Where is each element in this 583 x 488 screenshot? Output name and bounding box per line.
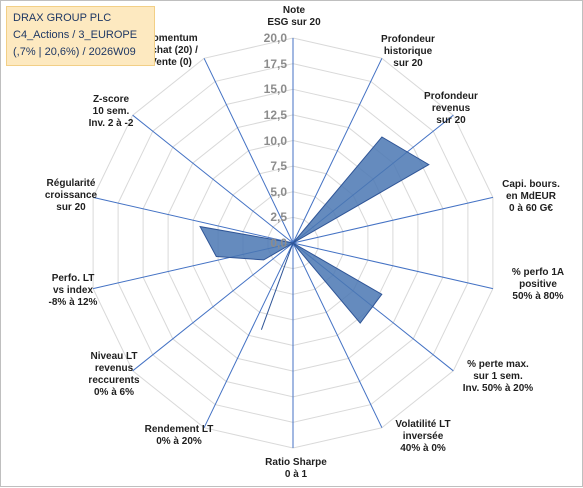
category-path: C4_Actions / 3_EUROPE bbox=[13, 29, 138, 41]
axis-label-line: Rendement LT bbox=[144, 424, 214, 435]
axis-label-line: % perte max. bbox=[467, 359, 529, 370]
tick-label: 10,0 bbox=[263, 133, 287, 148]
axis-label-line: Perfo. LT bbox=[51, 273, 95, 284]
axis-label-line: 0% à 6% bbox=[93, 387, 135, 398]
axis-label-line: inversée bbox=[402, 431, 444, 442]
axis-label-line: 0 à 60 G€ bbox=[509, 203, 553, 214]
axis-label-line: Régularité bbox=[46, 178, 96, 189]
axis-label-line: historique bbox=[383, 46, 433, 57]
tick-label: 12,5 bbox=[263, 107, 287, 122]
axis-label-line: Ratio Sharpe bbox=[265, 457, 327, 468]
axis-label: Capi. bours. en MdEUR 0 à 60 G€ bbox=[466, 179, 583, 215]
axis-label: % perte max. sur 1 sem. Inv. 50% à 20% bbox=[433, 359, 563, 395]
axis-label-line: Volatilité LT bbox=[395, 419, 451, 430]
axis-label: Note ESG sur 20 bbox=[229, 5, 359, 29]
axis-label-line: Note bbox=[282, 5, 306, 16]
axis-label: Rendement LT 0% à 20% bbox=[114, 424, 244, 448]
axis-label: Profondeur historique sur 20 bbox=[343, 34, 473, 70]
axis-label-line: croissance bbox=[44, 190, 98, 201]
axis-label-line: 0% à 20% bbox=[156, 436, 202, 447]
axis-label-line: Inv. 50% à 20% bbox=[462, 383, 534, 394]
axis-spoke bbox=[92, 196, 294, 244]
axis-label: Régularité croissance sur 20 bbox=[6, 178, 136, 214]
axis-label-line: ESG sur 20 bbox=[267, 17, 321, 28]
axis-label-line: Achat (20) / bbox=[144, 45, 198, 56]
axis-label-line: Inv. 2 à -2 bbox=[88, 118, 134, 129]
tick-label: 17,5 bbox=[263, 56, 287, 71]
axis-label-line: en MdEUR bbox=[506, 191, 556, 202]
axis-label: Niveau LT revenus reccurents 0% à 6% bbox=[49, 351, 179, 399]
axis-spoke bbox=[132, 242, 294, 372]
axis-label-line: reccurents bbox=[88, 375, 140, 386]
chart-header-box: DRAX GROUP PLC C4_Actions / 3_EUROPE (,7… bbox=[6, 6, 155, 66]
axis-label-line: Profondeur bbox=[381, 34, 435, 45]
axis-label: Perfo. LT vs index -8% à 12% bbox=[8, 273, 138, 309]
axis-spoke bbox=[203, 58, 294, 244]
axis-label: Volatilité LT inversée 40% à 0% bbox=[358, 419, 488, 455]
tick-label: 5,0 bbox=[270, 184, 287, 199]
axis-label: % perfo 1A positive 50% à 80% bbox=[473, 267, 583, 303]
axis-label-line: 0 à 1 bbox=[284, 469, 308, 480]
axis-label-line: Profondeur bbox=[424, 91, 478, 102]
axis-label-line: sur 1 sem. bbox=[473, 371, 523, 382]
tick-label: 2,5 bbox=[270, 210, 287, 225]
axis-label-line: sur 20 bbox=[436, 115, 466, 126]
tick-label: 7,5 bbox=[270, 159, 287, 174]
axis-label: Ratio Sharpe 0 à 1 bbox=[231, 457, 361, 481]
axis-label: Momentum Achat (20) / Vente (0) bbox=[106, 33, 236, 69]
axis-spoke bbox=[292, 242, 494, 290]
company-name: DRAX GROUP PLC bbox=[13, 12, 112, 24]
axis-label-line: Z-score bbox=[92, 94, 130, 105]
axis-spoke bbox=[203, 242, 294, 428]
axis-label-line: 40% à 0% bbox=[400, 443, 446, 454]
axis-label-line: revenus bbox=[431, 103, 471, 114]
axis-label-line: sur 20 bbox=[56, 202, 86, 213]
axis-label: Z-score 10 sem. Inv. 2 à -2 bbox=[46, 94, 176, 130]
axis-label-line: Capi. bours. bbox=[502, 179, 560, 190]
axis-label-line: sur 20 bbox=[393, 58, 423, 69]
axis-label-line: Vente (0) bbox=[150, 57, 192, 68]
axis-spoke bbox=[292, 58, 383, 244]
tick-label: 0,0 bbox=[270, 236, 287, 250]
axis-spoke bbox=[132, 114, 294, 244]
tick-label: 20,0 bbox=[263, 31, 287, 45]
axis-label-line: positive bbox=[519, 279, 557, 290]
period-summary: (,7% | 20,6%) / 2026W09 bbox=[13, 46, 136, 58]
series-area bbox=[199, 136, 430, 330]
axis-label-line: -8% à 12% bbox=[48, 297, 98, 308]
axis-label-line: % perfo 1A bbox=[511, 267, 565, 278]
radar-series bbox=[199, 136, 430, 330]
axis-spoke bbox=[292, 242, 383, 428]
axis-label-line: vs index bbox=[52, 285, 94, 296]
axis-label-line: 10 sem. bbox=[92, 106, 130, 117]
axis-label-line: 50% à 80% bbox=[512, 291, 564, 302]
axis-label-line: Momentum bbox=[144, 33, 198, 44]
axis-label: Profondeur revenus sur 20 bbox=[386, 91, 516, 127]
axis-label-line: revenus bbox=[94, 363, 134, 374]
tick-label: 15,0 bbox=[263, 82, 287, 97]
axis-label-line: Niveau LT bbox=[90, 351, 138, 362]
axis-spoke bbox=[292, 196, 494, 244]
